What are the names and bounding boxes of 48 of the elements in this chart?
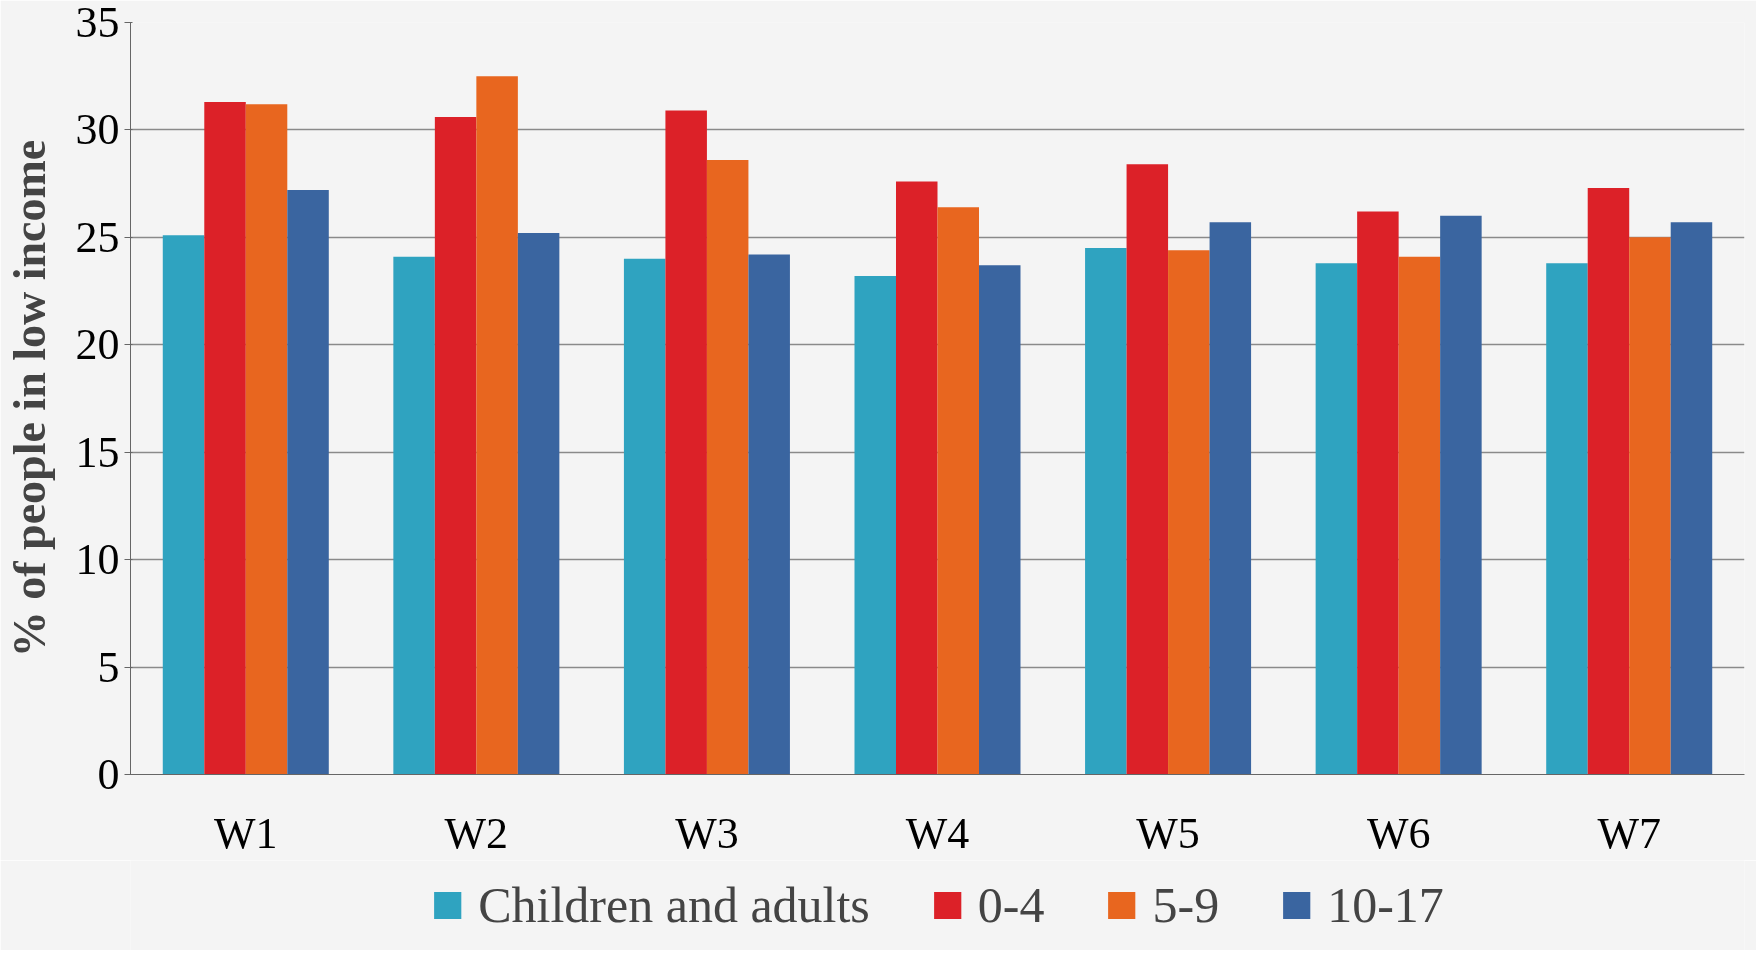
bar bbox=[1398, 256, 1441, 775]
bar bbox=[517, 233, 560, 775]
bar bbox=[748, 254, 790, 775]
bar bbox=[665, 110, 707, 775]
bar bbox=[1546, 263, 1588, 775]
x-tick-label: W1 bbox=[214, 808, 278, 858]
bar bbox=[1440, 215, 1482, 775]
bar bbox=[204, 102, 246, 775]
legend-label: 0-4 bbox=[977, 876, 1045, 934]
x-tick-label: W5 bbox=[1136, 808, 1200, 858]
bar bbox=[1629, 237, 1671, 775]
y-tick-label: 15 bbox=[75, 427, 120, 477]
y-tick-label: 30 bbox=[75, 105, 120, 155]
y-axis-title: % of people in low income bbox=[3, 139, 55, 658]
bar bbox=[434, 117, 477, 775]
legend-label: 10-17 bbox=[1327, 876, 1444, 934]
bar bbox=[287, 190, 329, 775]
y-tick-label: 5 bbox=[97, 642, 120, 692]
bar bbox=[1315, 263, 1358, 775]
x-tick-label: W4 bbox=[905, 808, 970, 858]
bar bbox=[1085, 248, 1127, 775]
bar bbox=[1587, 187, 1630, 775]
x-tick-label: W6 bbox=[1366, 808, 1431, 858]
bar bbox=[1168, 250, 1210, 775]
bar bbox=[476, 76, 518, 775]
bar bbox=[706, 160, 749, 775]
bar bbox=[896, 181, 938, 775]
bar bbox=[937, 207, 979, 775]
y-tick-label: 35 bbox=[75, 0, 120, 47]
x-tick-label: W2 bbox=[444, 808, 509, 858]
bar bbox=[623, 258, 666, 775]
bar bbox=[162, 235, 205, 775]
bar bbox=[854, 276, 896, 775]
bar bbox=[1126, 164, 1169, 775]
bar bbox=[979, 265, 1021, 775]
y-tick-label: 25 bbox=[75, 212, 120, 262]
bar bbox=[1209, 222, 1252, 775]
bar bbox=[245, 104, 288, 775]
y-tick-label: 10 bbox=[75, 535, 120, 585]
bar bbox=[393, 256, 435, 775]
x-tick-label: W3 bbox=[675, 808, 739, 858]
bar bbox=[1357, 211, 1399, 775]
y-tick-label: 0 bbox=[97, 750, 120, 799]
y-tick-label: 20 bbox=[75, 320, 120, 370]
bar bbox=[1670, 222, 1713, 775]
legend-label: 5-9 bbox=[1152, 876, 1220, 934]
x-tick-label: W7 bbox=[1597, 808, 1661, 858]
legend-label: Children and adults bbox=[478, 876, 870, 934]
